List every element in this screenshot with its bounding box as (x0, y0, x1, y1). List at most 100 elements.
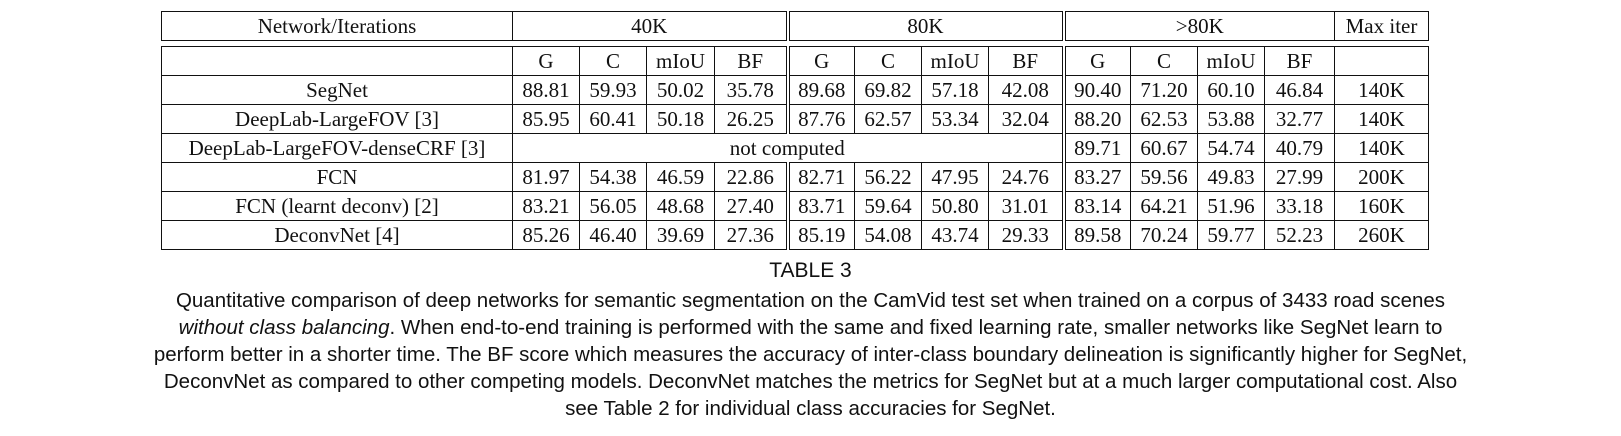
empty-corner-cell (161, 46, 513, 76)
value-gt80k-g: 83.27 (1063, 162, 1131, 192)
caption-line-5: see Table 2 for individual class accurac… (565, 397, 1056, 420)
table-number: TABLE 3 (769, 259, 852, 282)
group-header-80k: 80K (787, 11, 1066, 41)
value-gt80k-bf: 40.79 (1264, 133, 1335, 163)
value-40k-bf: 27.40 (714, 191, 790, 221)
value-gt80k-g: 88.20 (1063, 104, 1131, 134)
network-name: DeepLab-LargeFOV [3] (161, 104, 513, 134)
value-gt80k-c: 70.24 (1130, 220, 1198, 250)
value-40k-miou: 48.68 (646, 191, 715, 221)
network-iterations-header: Network/Iterations (161, 11, 513, 41)
value-40k-c: 46.40 (579, 220, 647, 250)
value-gt80k-g: 89.71 (1063, 133, 1131, 163)
value-40k-miou: 50.18 (646, 104, 715, 134)
value-80k-bf: 24.76 (988, 162, 1066, 192)
value-80k-c: 69.82 (854, 75, 922, 105)
value-80k-c: 62.57 (854, 104, 922, 134)
value-80k-miou: 57.18 (921, 75, 989, 105)
value-80k-c: 59.64 (854, 191, 922, 221)
network-name: FCN (161, 162, 513, 192)
caption-line-3: perform better in a shorter time. The BF… (153, 343, 1468, 366)
table-row: DeepLab-LargeFOV [3] 85.95 60.41 50.18 26.25… (161, 104, 1429, 134)
metric-header-80k-bf: BF (988, 46, 1066, 76)
value-40k-g: 85.95 (512, 104, 580, 134)
not-computed-cell: not computed (512, 133, 1066, 163)
max-iter-value: 260K (1334, 220, 1429, 250)
value-40k-bf: 27.36 (714, 220, 790, 250)
metric-header-gt80k-bf: BF (1264, 46, 1335, 76)
value-40k-c: 59.93 (579, 75, 647, 105)
value-80k-bf: 42.08 (988, 75, 1066, 105)
group-header-40k: 40K (512, 11, 790, 41)
value-40k-bf: 35.78 (714, 75, 790, 105)
value-80k-miou: 53.34 (921, 104, 989, 134)
metric-header-80k-miou: mIoU (921, 46, 989, 76)
value-40k-bf: 26.25 (714, 104, 790, 134)
value-40k-g: 83.21 (512, 191, 580, 221)
table-caption: Quantitative comparison of deep networks… (0, 287, 1621, 422)
value-40k-c: 54.38 (579, 162, 647, 192)
value-gt80k-miou: 59.77 (1197, 220, 1265, 250)
value-80k-g: 83.71 (787, 191, 855, 221)
value-80k-miou: 50.80 (921, 191, 989, 221)
caption-line-2-rest: . When end-to-end training is performed … (389, 316, 1443, 339)
value-40k-g: 88.81 (512, 75, 580, 105)
value-80k-g: 82.71 (787, 162, 855, 192)
value-80k-g: 89.68 (787, 75, 855, 105)
table-row: DeepLab-LargeFOV-denseCRF [3] not compute… (161, 133, 1429, 163)
value-80k-c: 54.08 (854, 220, 922, 250)
value-40k-g: 85.26 (512, 220, 580, 250)
table-row: DeconvNet [4] 85.26 46.40 39.69 27.36 85.19 54… (161, 220, 1429, 250)
value-gt80k-bf: 46.84 (1264, 75, 1335, 105)
value-80k-g: 85.19 (787, 220, 855, 250)
metric-header-80k-c: C (854, 46, 922, 76)
value-gt80k-c: 60.67 (1130, 133, 1198, 163)
metric-header-80k-g: G (787, 46, 855, 76)
value-40k-miou: 39.69 (646, 220, 715, 250)
header-row: Network/Iterations 40K 80K >80K Max iter (161, 11, 1429, 41)
max-iter-value: 140K (1334, 75, 1429, 105)
value-gt80k-bf: 27.99 (1264, 162, 1335, 192)
value-gt80k-miou: 51.96 (1197, 191, 1265, 221)
caption-line-1: Quantitative comparison of deep networks… (175, 289, 1446, 312)
metric-header-40k-miou: mIoU (646, 46, 715, 76)
value-40k-c: 60.41 (579, 104, 647, 134)
metric-header-gt80k-c: C (1130, 46, 1198, 76)
value-40k-miou: 50.02 (646, 75, 715, 105)
value-gt80k-g: 89.58 (1063, 220, 1131, 250)
value-gt80k-g: 83.14 (1063, 191, 1131, 221)
value-gt80k-c: 64.21 (1130, 191, 1198, 221)
value-80k-bf: 29.33 (988, 220, 1066, 250)
value-40k-g: 81.97 (512, 162, 580, 192)
value-80k-miou: 47.95 (921, 162, 989, 192)
metric-header-gt80k-miou: mIoU (1197, 46, 1265, 76)
value-80k-bf: 31.01 (988, 191, 1066, 221)
max-iter-value: 160K (1334, 191, 1429, 221)
value-gt80k-bf: 33.18 (1264, 191, 1335, 221)
value-40k-bf: 22.86 (714, 162, 790, 192)
value-40k-c: 56.05 (579, 191, 647, 221)
value-gt80k-miou: 53.88 (1197, 104, 1265, 134)
value-gt80k-c: 71.20 (1130, 75, 1198, 105)
value-gt80k-miou: 54.74 (1197, 133, 1265, 163)
value-gt80k-bf: 52.23 (1264, 220, 1335, 250)
value-gt80k-c: 59.56 (1130, 162, 1198, 192)
caption-line-4: DeconvNet as compared to other competing… (163, 370, 1458, 393)
caption-line-2: without class balancing. When end-to-end… (0, 314, 1621, 341)
max-iter-value: 200K (1334, 162, 1429, 192)
max-iter-value: 140K (1334, 133, 1429, 163)
network-name: DeepLab-LargeFOV-denseCRF [3] (161, 133, 513, 163)
max-iter-empty-cell (1334, 46, 1429, 76)
metric-header-40k-g: G (512, 46, 580, 76)
value-gt80k-miou: 49.83 (1197, 162, 1265, 192)
max-iter-header: Max iter (1334, 11, 1429, 41)
value-gt80k-miou: 60.10 (1197, 75, 1265, 105)
metric-header-40k-bf: BF (714, 46, 790, 76)
network-name: DeconvNet [4] (161, 220, 513, 250)
table-row: SegNet 88.81 59.93 50.02 35.78 89.68 69.82 57.1… (161, 75, 1429, 105)
metric-header-gt80k-g: G (1063, 46, 1131, 76)
network-name: FCN (learnt deconv) [2] (161, 191, 513, 221)
caption-emphasis: without class balancing (178, 316, 390, 339)
